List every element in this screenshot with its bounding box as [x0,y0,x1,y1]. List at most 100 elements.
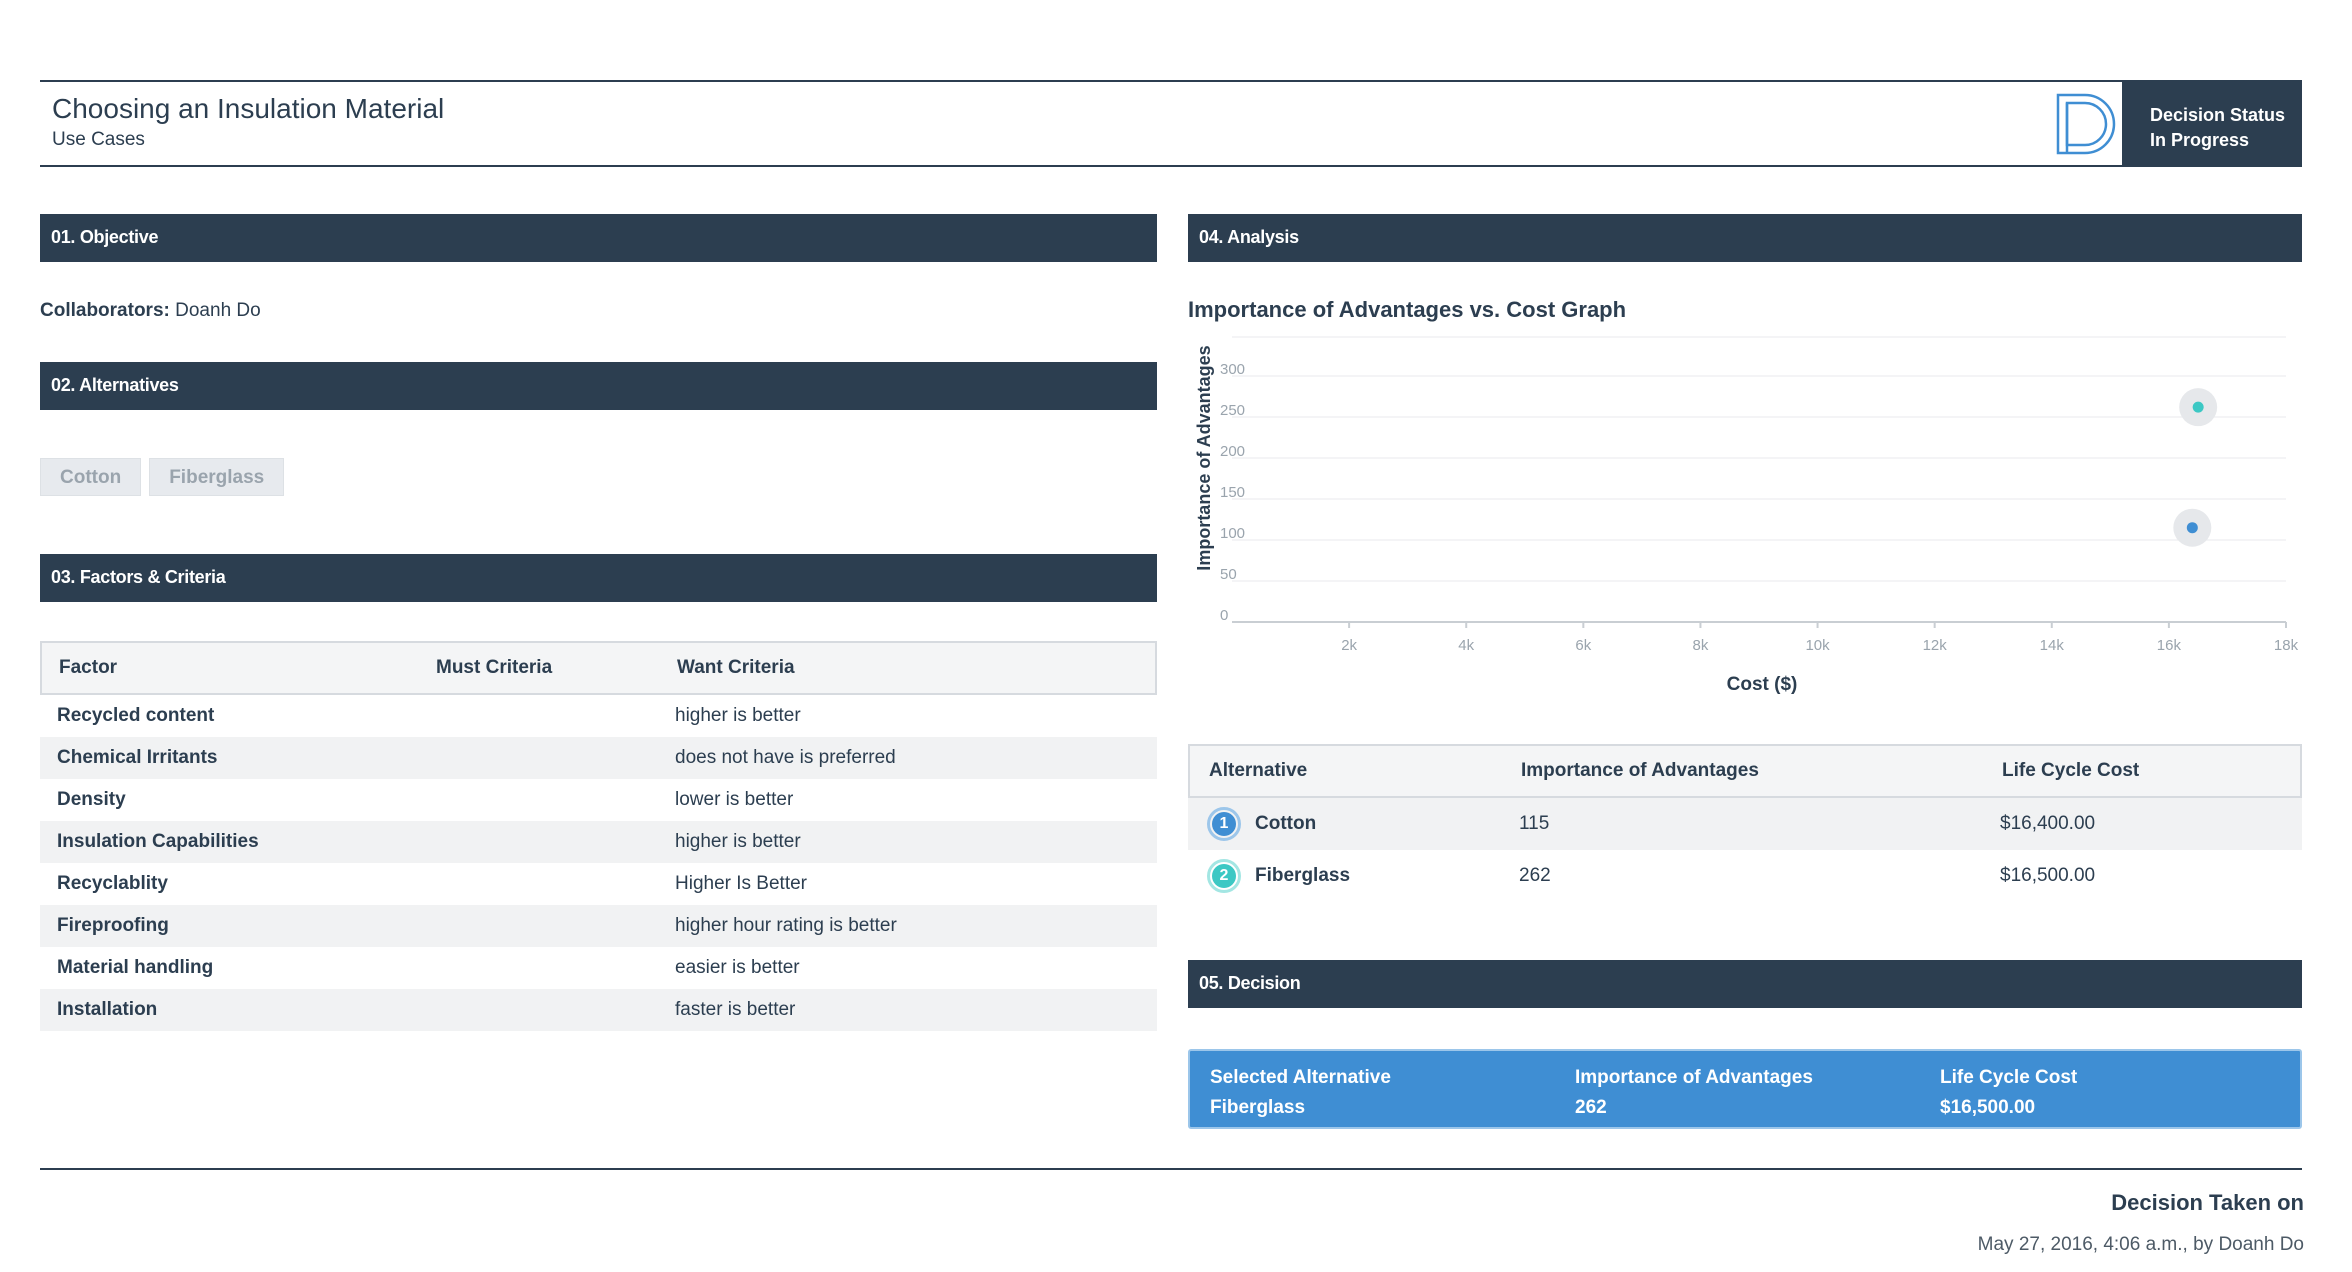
factors-table-header: Factor Must Criteria Want Criteria [40,641,1157,695]
x-tick-label: 2k [1341,637,1357,654]
chart-title: Importance of Advantages vs. Cost Graph [1188,297,1627,322]
table-row: 1 Cotton 115 $16,400.00 [1188,798,2302,850]
factor-cell: Chemical Irritants [57,747,218,768]
y-axis-label: Importance of Advantages [1194,345,1214,570]
selected-cost: Life Cycle Cost $16,500.00 [1940,1063,2077,1127]
section-factors-header: 03. Factors & Criteria [40,554,1157,602]
factor-cell: Recyclablity [57,873,168,894]
footer-divider [40,1168,2302,1170]
want-cell: lower is better [675,789,794,810]
table-row: Chemical Irritants does not have is prefe… [40,737,1157,779]
status-label: Decision Status [2150,105,2286,125]
alternative-number-badge: 2 [1207,859,1241,893]
table-row: 2 Fiberglass 262 $16,500.00 [1188,850,2302,902]
want-cell: higher hour rating is better [675,915,897,936]
y-tick-label: 250 [1220,402,1245,419]
page-subtitle: Use Cases [52,129,145,150]
analysis-table: Alternative Importance of Advantages Lif… [1188,744,2302,902]
section-analysis-header: 04. Analysis [1188,214,2302,262]
x-tick-label: 4k [1458,637,1474,654]
alternative-tag-cotton[interactable]: Cotton [40,458,142,496]
y-tick-label: 300 [1220,361,1245,378]
table-row: Fireproofing higher hour rating is better [40,905,1157,947]
x-tick-label: 10k [1805,637,1830,654]
alternative-name: Cotton [1255,813,1317,834]
section-decision-header: 05. Decision [1188,960,2302,1008]
data-point[interactable] [2186,522,2198,534]
table-row: Insulation Capabilities higher is better [40,821,1157,863]
importance-value: 262 [1575,1097,1607,1118]
importance-cell: 115 [1519,813,1550,834]
column-header-alternative: Alternative [1209,760,1308,781]
want-cell: does not have is preferred [675,747,896,768]
decision-taken-date: May 27, 2016, 4:06 a.m., by Doanh Do [1977,1234,2304,1255]
factor-cell: Installation [57,999,158,1020]
column-header-want: Want Criteria [677,657,795,678]
alternative-number-badge: 1 [1207,807,1241,841]
y-tick-label: 200 [1220,443,1245,460]
badge-number: 2 [1212,864,1236,888]
y-tick-label: 0 [1220,607,1228,624]
alternatives-list: Cotton Fiberglass [40,458,285,496]
selected-alternative: Selected Alternative Fiberglass [1210,1063,1575,1127]
want-cell: Higher Is Better [675,873,807,894]
factor-cell: Insulation Capabilities [57,831,259,852]
table-row: Recycled content higher is better [40,695,1157,737]
decision-taken-label: Decision Taken on [2111,1190,2304,1215]
x-axis: 2k 4k 6k 8k 10k 12k 14k 16k 18k [1232,621,2299,654]
alternative-cell: 2 Fiberglass [1188,859,1519,893]
decision-status-badge: Decision Status In Progress [2122,82,2302,167]
want-cell: easier is better [675,957,800,978]
column-header-importance: Importance of Advantages [1521,760,1759,781]
x-tick-label: 16k [2157,637,2182,654]
table-row: Installation faster is better [40,989,1157,1031]
status-value: In Progress [2150,130,2250,150]
factor-cell: Density [57,789,126,810]
alternative-name: Fiberglass [1255,865,1351,886]
factors-table-body: Recycled content higher is better Chemica… [40,695,1157,1031]
chart-grid [1232,336,2286,582]
cost-cell: $16,400.00 [2000,813,2096,834]
factor-cell: Material handling [57,957,214,978]
x-tick-label: 8k [1693,637,1709,654]
y-tick-label: 100 [1220,525,1245,542]
factor-cell: Recycled content [57,705,215,726]
importance-cell: 262 [1519,865,1551,886]
cost-label: Life Cycle Cost [1940,1067,2078,1088]
collaborators: Collaborators: Doanh Do [40,300,261,322]
y-tick-label: 50 [1220,566,1237,583]
table-row: Recyclablity Higher Is Better [40,863,1157,905]
alternative-cell: 1 Cotton [1188,807,1519,841]
y-axis-ticks: 0 50 100 150 200 250 300 [1220,361,1245,624]
badge-number: 1 [1212,812,1236,836]
want-cell: faster is better [675,999,796,1020]
collaborators-value: Doanh Do [175,300,261,321]
page-header: Choosing an Insulation Material Use Case… [40,80,2302,167]
table-row: Material handling easier is better [40,947,1157,989]
chart-points [2173,388,2218,547]
x-tick-label: 18k [2274,637,2299,654]
data-point[interactable] [2192,401,2204,413]
x-tick-label: 14k [2040,637,2065,654]
section-alternatives-header: 02. Alternatives [40,362,1157,410]
alternative-tag-fiberglass[interactable]: Fiberglass [149,458,285,496]
column-header-must: Must Criteria [436,657,553,678]
analysis-table-header: Alternative Importance of Advantages Lif… [1188,744,2302,798]
selected-label: Selected Alternative [1210,1067,1391,1088]
analysis-table-body: 1 Cotton 115 $16,400.00 2 Fiberglass 262… [1188,798,2302,902]
factor-cell: Fireproofing [57,915,169,936]
table-row: Density lower is better [40,779,1157,821]
cost-cell: $16,500.00 [2000,865,2096,886]
y-tick-label: 150 [1220,484,1245,501]
column-header-cost: Life Cycle Cost [2002,760,2140,781]
page-title: Choosing an Insulation Material [52,93,445,124]
want-cell: higher is better [675,831,801,852]
want-cell: higher is better [675,705,801,726]
x-tick-label: 6k [1575,637,1591,654]
decision-summary: Selected Alternative Fiberglass Importan… [1188,1049,2302,1129]
selected-value: Fiberglass [1210,1097,1306,1118]
x-axis-label: Cost ($) [1727,674,1798,695]
x-tick-label: 12k [1923,637,1948,654]
selected-importance: Importance of Advantages 262 [1575,1063,1940,1127]
importance-label: Importance of Advantages [1575,1067,1813,1088]
